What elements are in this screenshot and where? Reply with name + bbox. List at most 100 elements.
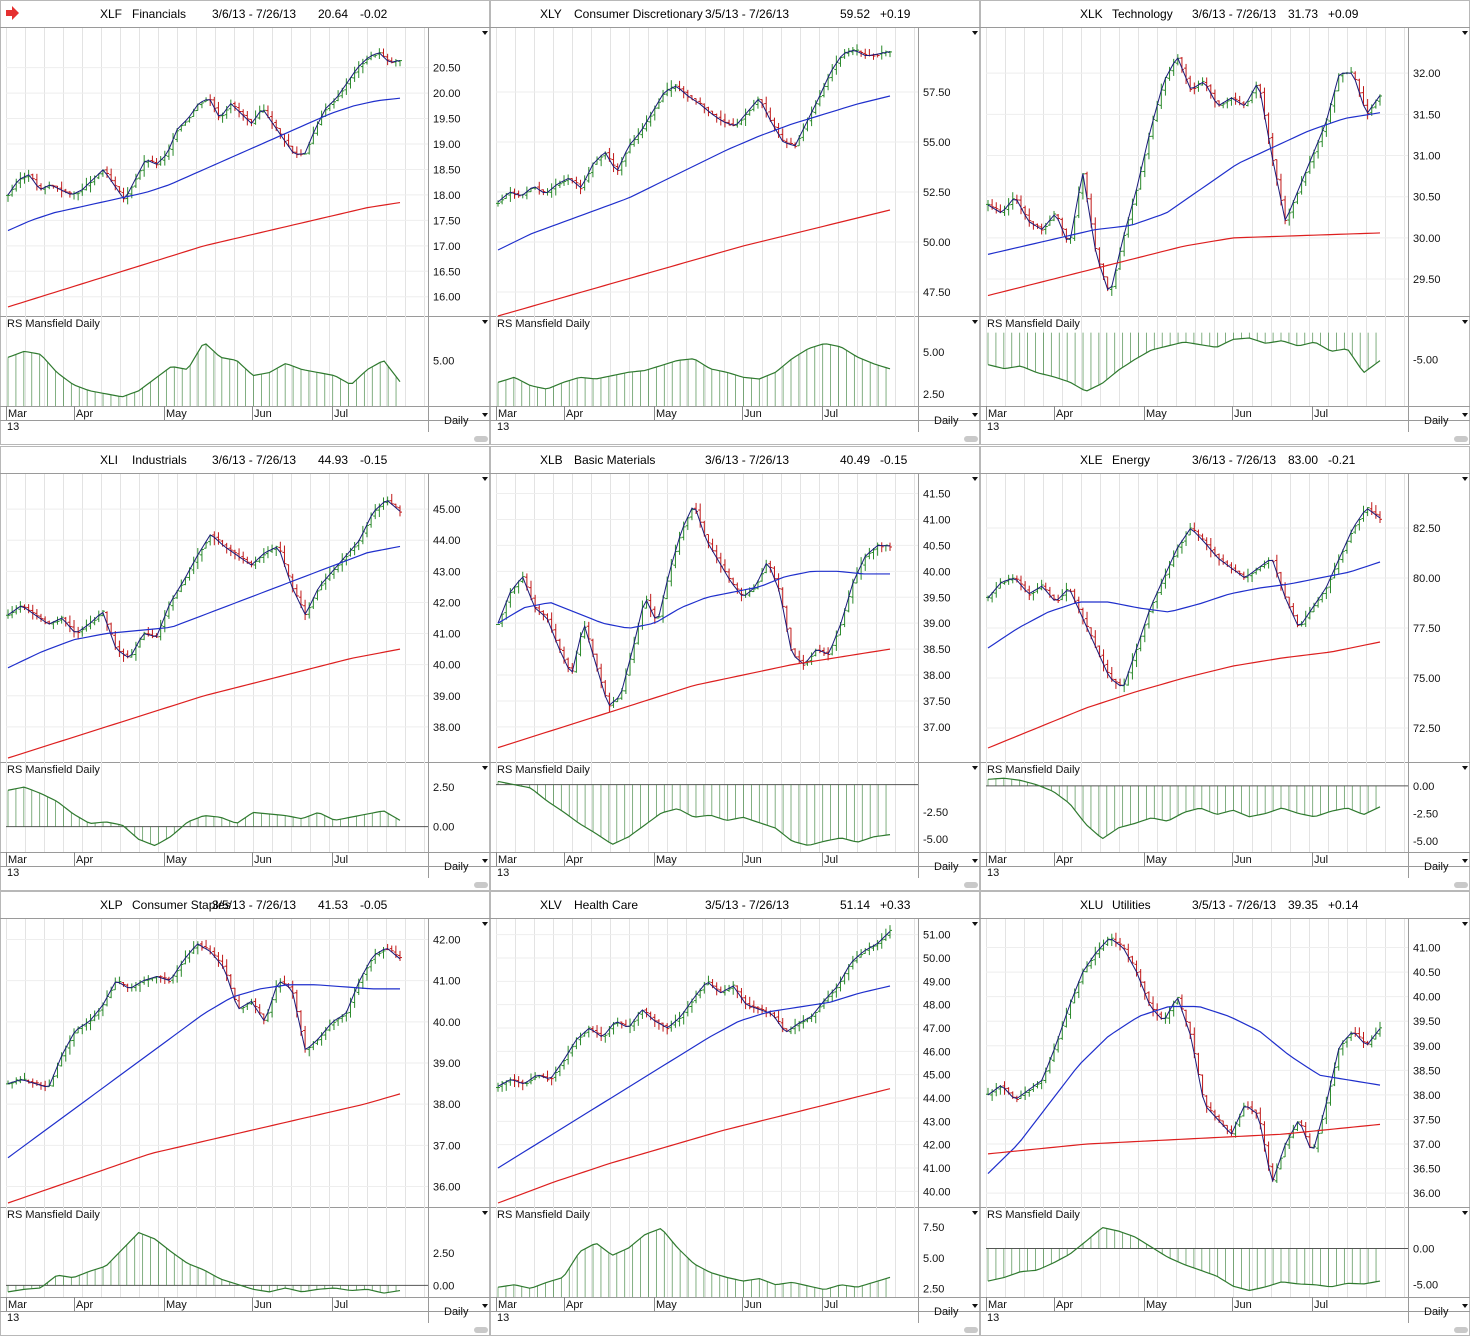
title-range: 3/6/13 - 7/26/13: [212, 453, 296, 467]
month-label: Apr: [566, 854, 583, 866]
rs-tick-label: 5.00: [433, 355, 454, 367]
price-bar: [92, 617, 97, 626]
price-bar: [706, 533, 711, 549]
title-range: 3/6/13 - 7/26/13: [705, 453, 789, 467]
price-bar: [520, 1079, 525, 1091]
price-bar: [1258, 83, 1263, 99]
price-bar: [393, 58, 398, 67]
month-label: Apr: [1056, 1299, 1073, 1311]
chart-panel-xle[interactable]: XLE Energy 3/6/13 - 7/26/13 83.00 -0.21 82.50…: [980, 446, 1470, 891]
chart-panel-xlv[interactable]: XLV Health Care 3/5/13 - 7/26/13 51.14 +0.33…: [490, 891, 980, 1336]
title-change: -0.05: [360, 898, 388, 912]
chart-svg: XLU Utilities 3/5/13 - 7/26/13 39.35 +0.14 41…: [980, 891, 1470, 1336]
price-bar: [673, 84, 678, 92]
chart-panel-xly[interactable]: XLY Consumer Discretionary 3/5/13 - 7/26/1…: [490, 0, 980, 445]
scroll-handle: [474, 1327, 488, 1333]
title-symbol: XLI: [100, 453, 118, 467]
chart-panel-xli[interactable]: XLI Industrials 3/6/13 - 7/26/13 44.93 -0.15…: [0, 446, 490, 891]
price-bar: [352, 542, 357, 556]
price-bar: [331, 98, 336, 109]
month-label: Mar: [988, 408, 1007, 420]
dropdown-chevron-icon: [972, 413, 978, 417]
price-bar: [129, 186, 134, 199]
price-tick-label: 47.00: [923, 1023, 951, 1035]
period-label: Daily: [1424, 1306, 1449, 1318]
month-label: Jun: [254, 854, 272, 866]
price-bar: [199, 547, 204, 562]
price-bar: [1365, 99, 1370, 120]
price-bar: [883, 50, 888, 57]
ma-short-line: [7, 545, 401, 669]
price-bar: [817, 1002, 822, 1013]
ma-short-line: [987, 1005, 1381, 1174]
price-tick-label: 40.00: [1413, 992, 1441, 1004]
dropdown-chevron-icon: [1462, 766, 1468, 770]
title-change: -0.15: [880, 453, 908, 467]
price-tick-label: 29.50: [1413, 274, 1441, 286]
rs-line: [987, 777, 1381, 840]
period-label: Daily: [444, 1306, 469, 1318]
month-label: Jul: [1314, 854, 1328, 866]
price-bar: [1027, 585, 1032, 601]
price-bar: [607, 692, 612, 713]
title-last: 41.53: [318, 898, 348, 912]
price-tick-label: 80.00: [1413, 573, 1441, 585]
price-bar: [232, 101, 237, 111]
rs-tick-label: 7.50: [923, 1222, 944, 1234]
price-tick-label: 39.00: [1413, 1041, 1441, 1053]
price-bar: [179, 125, 184, 132]
price-bar: [1064, 582, 1069, 602]
price-tick-label: 82.50: [1413, 523, 1441, 535]
price-bar: [1188, 75, 1193, 92]
month-label: Jun: [1234, 408, 1252, 420]
price-bar: [496, 1082, 500, 1092]
period-label: Daily: [1424, 415, 1449, 427]
chart-panel-xlp[interactable]: XLP Consumer Staples 3/5/13 - 7/26/13 41.53…: [0, 891, 490, 1336]
period-label: Daily: [934, 861, 959, 873]
chart-panel-xlu[interactable]: XLU Utilities 3/5/13 - 7/26/13 39.35 +0.14 41…: [980, 891, 1470, 1336]
dropdown-chevron-icon: [972, 477, 978, 481]
year-label: 13: [497, 421, 509, 433]
chart-panel-xlb[interactable]: XLB Basic Materials 3/6/13 - 7/26/13 40.49-…: [490, 446, 980, 891]
title-range: 3/5/13 - 7/26/13: [212, 898, 296, 912]
price-tick-label: 36.00: [1413, 1188, 1441, 1200]
rs-line: [987, 337, 1381, 392]
month-label: Jun: [744, 408, 762, 420]
panel-frame: [490, 891, 980, 1336]
price-bar: [731, 981, 736, 995]
price-tick-label: 46.00: [923, 1046, 951, 1058]
price-tick-label: 37.50: [923, 696, 951, 708]
price-bar: [760, 1004, 765, 1014]
month-label: Jul: [334, 408, 348, 420]
month-label: Mar: [8, 408, 27, 420]
price-tick-label: 39.00: [433, 1058, 461, 1070]
price-bar: [1233, 92, 1238, 105]
chart-svg: XLI Industrials 3/6/13 - 7/26/13 44.93 -0.15…: [0, 446, 490, 891]
ma-short-line: [987, 112, 1381, 255]
title-last: 51.14: [840, 898, 870, 912]
price-bar: [994, 202, 999, 214]
rs-label: RS Mansfield Daily: [497, 1209, 590, 1221]
chart-panel-xlf[interactable]: XLF Financials 3/6/13 - 7/26/13 20.64 -0.02 2…: [0, 0, 490, 445]
price-bar: [694, 502, 699, 514]
price-bar: [986, 199, 990, 212]
price-tick-label: 37.00: [1413, 1139, 1441, 1151]
price-bar: [1291, 603, 1296, 617]
scroll-handle: [474, 882, 488, 888]
price-bar: [356, 61, 361, 79]
chart-panel-xlk[interactable]: XLK Technology 3/6/13 - 7/26/13 31.73 +0.09 3…: [980, 0, 1470, 445]
title-range: 3/6/13 - 7/26/13: [212, 7, 296, 21]
dropdown-chevron-icon: [972, 31, 978, 35]
price-bar: [1035, 223, 1040, 229]
month-label: Apr: [76, 1299, 93, 1311]
price-bar: [1353, 525, 1358, 534]
month-label: May: [656, 408, 677, 420]
price-tick-label: 55.00: [923, 137, 951, 149]
month-label: Jul: [824, 854, 838, 866]
price-tick-label: 49.00: [923, 976, 951, 988]
price-bar: [319, 580, 324, 591]
price-tick-label: 40.00: [923, 566, 951, 578]
price-tick-label: 42.00: [923, 1140, 951, 1152]
price-bar: [722, 113, 727, 128]
